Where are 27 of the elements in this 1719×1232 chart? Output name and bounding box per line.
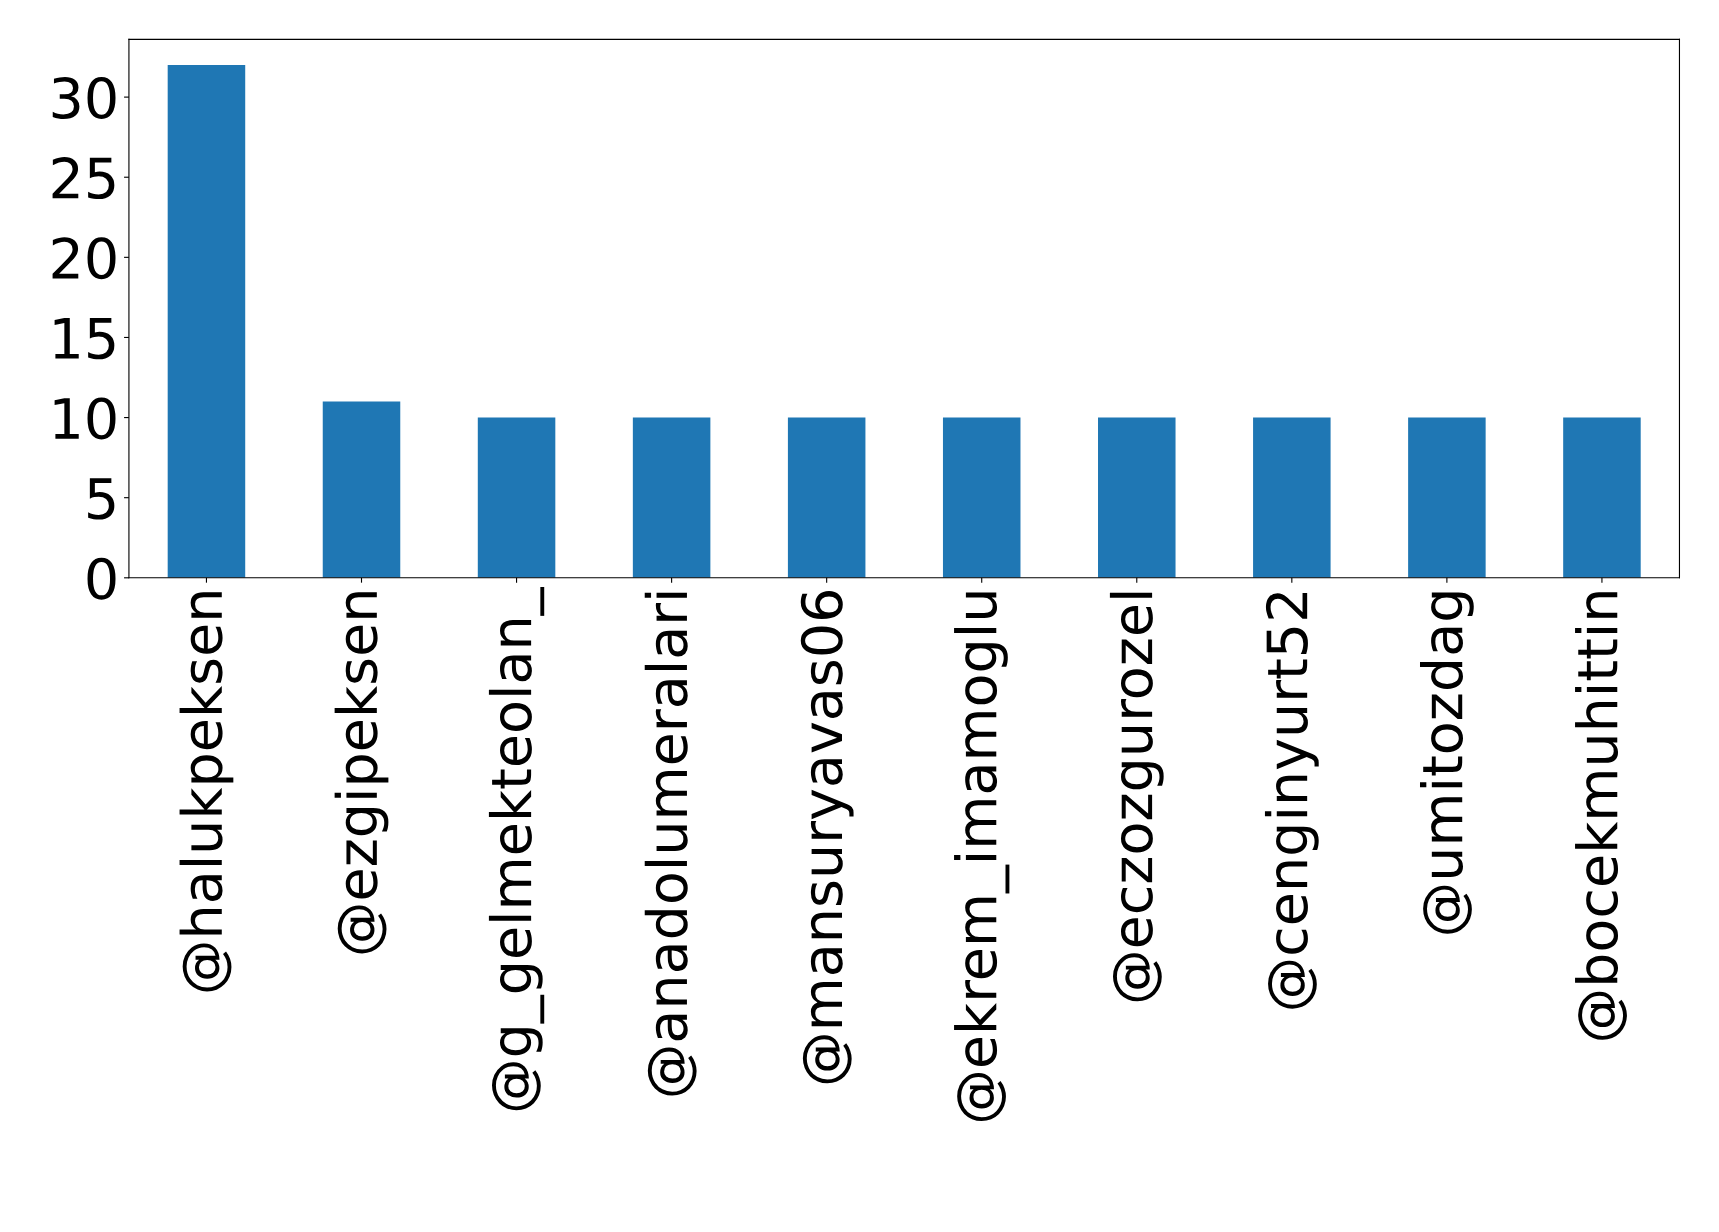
y-tick-label: 5 (88, 478, 115, 520)
x-tick-label: @umitozdag (1420, 592, 1474, 934)
bar (787, 417, 866, 578)
x-tick-label: @cenginyurt52 (1264, 593, 1319, 1009)
bar (477, 417, 556, 578)
y-tick-label: 25 (52, 157, 115, 200)
bar (1408, 417, 1486, 578)
x-tick-label: @mansuryavas06 (800, 591, 854, 1084)
bar (632, 417, 711, 578)
x-tick-label: @g_gelmekteolan_ (488, 587, 545, 1111)
x-tick-label: @eczozgurozel (1109, 592, 1164, 1002)
y-tick-label: 15 (54, 318, 115, 360)
x-tick-label: @bocekmuhittin (1575, 592, 1627, 1040)
y-tick-label: 20 (52, 237, 116, 280)
y-tick-label: 10 (54, 397, 116, 440)
x-tick-label: @ezgipeksen (334, 592, 389, 954)
bar (942, 417, 1021, 578)
x-tick-label: @halukpeksen (179, 592, 234, 992)
x-tick-label: @anadolumeralari (644, 592, 697, 1096)
x-tick-label: @ekrem_imamoglu (954, 592, 1010, 1122)
bar (167, 65, 246, 578)
bar (1098, 417, 1176, 578)
y-tick-label: 0 (87, 557, 116, 600)
bar (1563, 417, 1641, 578)
bar (322, 401, 401, 578)
bar (1253, 417, 1331, 578)
y-tick-label: 30 (52, 76, 116, 119)
